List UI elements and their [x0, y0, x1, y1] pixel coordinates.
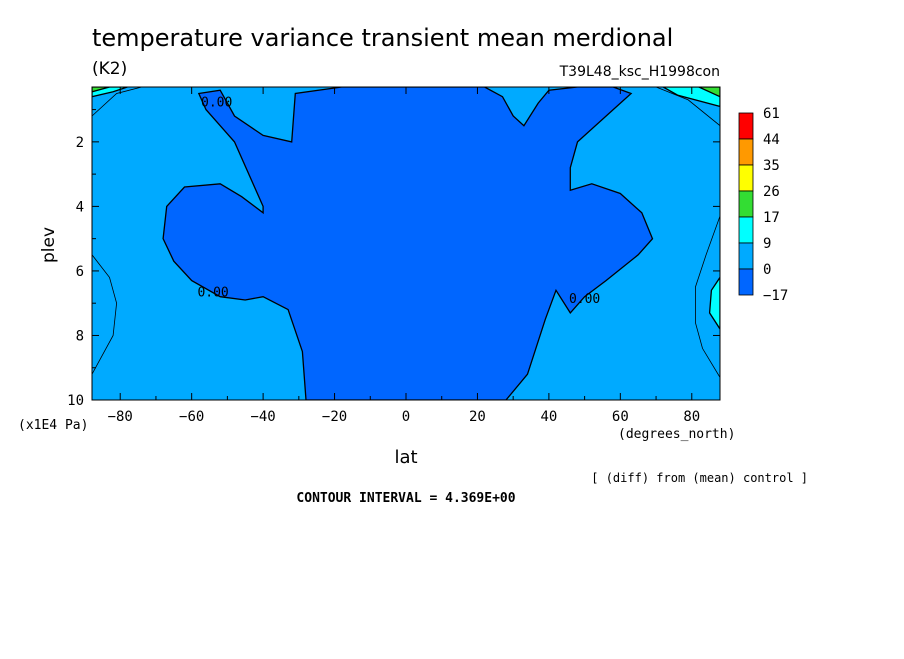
x-tick-label: −60 — [179, 409, 204, 425]
legend-label: −17 — [763, 288, 788, 304]
legend-swatch — [738, 138, 754, 166]
legend-label: 9 — [763, 236, 771, 252]
legend-swatch — [738, 216, 754, 244]
x-axis: −80 −60 −40 −20 0 20 40 60 80 — [108, 87, 700, 425]
y-tick-label: 10 — [67, 393, 84, 409]
diff-note: [ (diff) from (mean) control ] — [591, 471, 808, 485]
x-tick-label: 0 — [402, 409, 410, 425]
x-units-label: (degrees_north) — [618, 427, 735, 442]
contour-line — [92, 254, 118, 375]
legend-swatch — [738, 190, 754, 218]
y-tick-label: 2 — [76, 135, 84, 151]
y-tick-label: 4 — [76, 199, 84, 215]
legend-swatch — [738, 242, 754, 270]
x-tick-label: −40 — [250, 409, 275, 425]
y-tick-label: 8 — [76, 328, 84, 344]
contour-line — [695, 215, 720, 378]
contour-label: 0.00 — [201, 95, 232, 110]
legend-label: 35 — [763, 158, 780, 174]
x-tick-label: −20 — [322, 409, 347, 425]
x-tick-label: 20 — [469, 409, 486, 425]
contour-region — [162, 87, 654, 400]
contour-line — [655, 87, 720, 127]
contour-region — [92, 87, 110, 93]
contour-label: 0.00 — [569, 292, 600, 307]
legend-label: 17 — [763, 210, 780, 226]
legend-swatch — [738, 268, 754, 296]
contour-label: 0.00 — [197, 286, 228, 301]
contour-interval: CONTOUR INTERVAL = 4.369E+00 — [296, 491, 515, 506]
legend-label: 61 — [763, 106, 780, 122]
x-tick-label: −80 — [108, 409, 133, 425]
legend-swatch — [738, 164, 754, 192]
legend-label: 44 — [763, 132, 780, 148]
plot-area: 0.00 0.00 0.00 — [92, 87, 720, 400]
y-axis: 2 4 6 8 10 — [67, 109, 720, 409]
color-legend: 61 44 35 26 17 9 0 −17 — [738, 106, 788, 304]
chart-title: temperature variance transient mean merd… — [92, 24, 673, 52]
y-units-label: (x1E4 Pa) — [18, 418, 88, 433]
contour-region — [661, 87, 720, 108]
legend-label: 26 — [763, 184, 780, 200]
legend-swatch — [738, 112, 754, 140]
y-axis-label: plev — [39, 227, 59, 263]
contour-region — [708, 276, 720, 331]
legend-label: 0 — [763, 262, 771, 278]
x-tick-label: 60 — [612, 409, 629, 425]
x-tick-label: 40 — [540, 409, 557, 425]
y-tick-label: 6 — [76, 264, 84, 280]
x-tick-label: 80 — [683, 409, 700, 425]
run-label: T39L48_ksc_H1998con — [559, 64, 720, 80]
x-axis-label: lat — [394, 447, 417, 468]
contour-line — [92, 87, 142, 117]
units-label: (K2) — [92, 59, 127, 79]
contour-region — [698, 87, 720, 98]
